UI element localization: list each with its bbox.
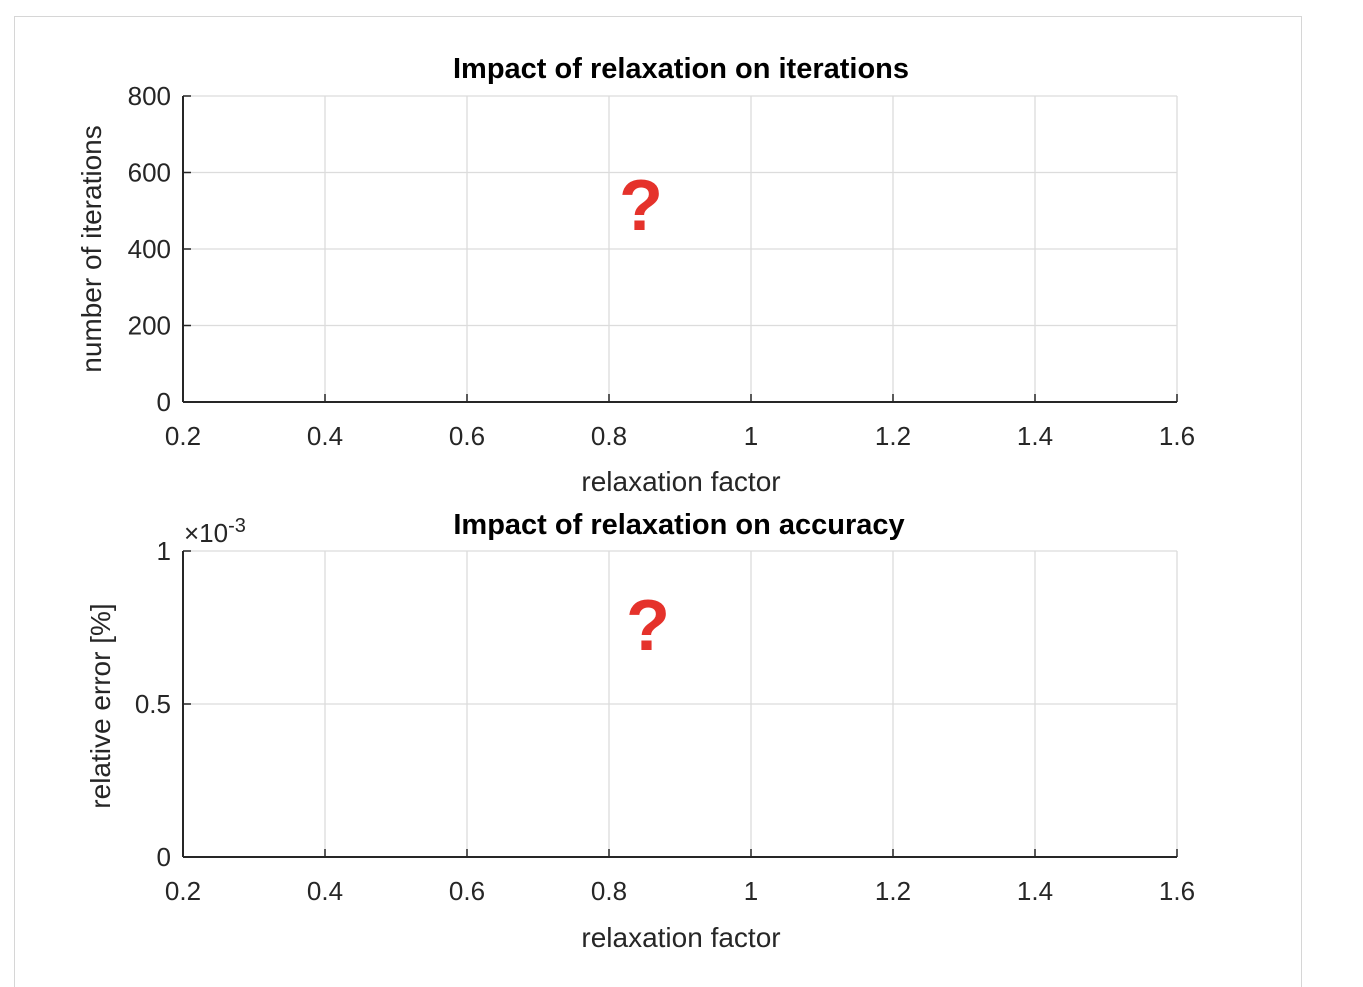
x-tick-label: 0.6 bbox=[449, 421, 485, 451]
x-tick-label: 0.4 bbox=[307, 421, 343, 451]
y-tick-label: 0.5 bbox=[135, 689, 171, 719]
y-axis-label: relative error [%] bbox=[85, 603, 116, 808]
y-tick-label: 800 bbox=[128, 81, 171, 111]
x-tick-label: 0.8 bbox=[591, 876, 627, 906]
x-tick-label: 1.6 bbox=[1159, 876, 1195, 906]
y-tick-label: 1 bbox=[157, 536, 171, 566]
grid-lines bbox=[182, 550, 1178, 858]
x-tick-label: 1.4 bbox=[1017, 876, 1053, 906]
y-tick-label: 400 bbox=[128, 234, 171, 264]
x-tick-label: 1.4 bbox=[1017, 421, 1053, 451]
exponent-power: -3 bbox=[228, 515, 246, 537]
x-tick-label: 0.2 bbox=[165, 876, 201, 906]
subplot-iterations: 0.2 0.4 0.6 0.8 1 1.2 1.4 1.6 0 200 400 600 800 Impa… bbox=[76, 53, 1195, 497]
y-axis-exponent: ×10-3 bbox=[184, 515, 246, 548]
chart-title: Impact of relaxation on iterations bbox=[453, 53, 909, 85]
y-tick-label: 600 bbox=[128, 158, 171, 188]
x-tick-label: 1 bbox=[744, 876, 758, 906]
axes-box bbox=[182, 550, 1178, 858]
question-mark-annotation: ? bbox=[619, 166, 663, 246]
grid-lines bbox=[182, 95, 1178, 403]
x-axis-label: relaxation factor bbox=[581, 922, 780, 953]
x-tick-label: 1.2 bbox=[875, 421, 911, 451]
y-axis-label: number of iterations bbox=[76, 125, 107, 372]
tick-labels: 0.2 0.4 0.6 0.8 1 1.2 1.4 1.6 0 200 400 600 800 bbox=[128, 81, 1195, 451]
x-tick-label: 0.8 bbox=[591, 421, 627, 451]
x-tick-label: 1.2 bbox=[875, 876, 911, 906]
x-axis-label: relaxation factor bbox=[581, 466, 780, 497]
exponent-prefix: ×10 bbox=[184, 518, 228, 548]
x-tick-label: 0.2 bbox=[165, 421, 201, 451]
tick-labels: 0.2 0.4 0.6 0.8 1 1.2 1.4 1.6 0 0.5 1 bbox=[135, 536, 1195, 906]
axes-box bbox=[182, 95, 1178, 403]
x-tick-label: 0.6 bbox=[449, 876, 485, 906]
y-tick-label: 0 bbox=[157, 842, 171, 872]
figure-frame bbox=[14, 16, 1302, 987]
y-tick-label: 0 bbox=[157, 387, 171, 417]
subplot-accuracy: 0.2 0.4 0.6 0.8 1 1.2 1.4 1.6 0 0.5 1 Impact of re… bbox=[85, 509, 1195, 953]
chart-title: Impact of relaxation on accuracy bbox=[453, 509, 904, 541]
x-tick-label: 1 bbox=[744, 421, 758, 451]
question-mark-annotation: ? bbox=[626, 586, 670, 666]
x-tick-label: 1.6 bbox=[1159, 421, 1195, 451]
y-tick-label: 200 bbox=[128, 311, 171, 341]
x-tick-label: 0.4 bbox=[307, 876, 343, 906]
